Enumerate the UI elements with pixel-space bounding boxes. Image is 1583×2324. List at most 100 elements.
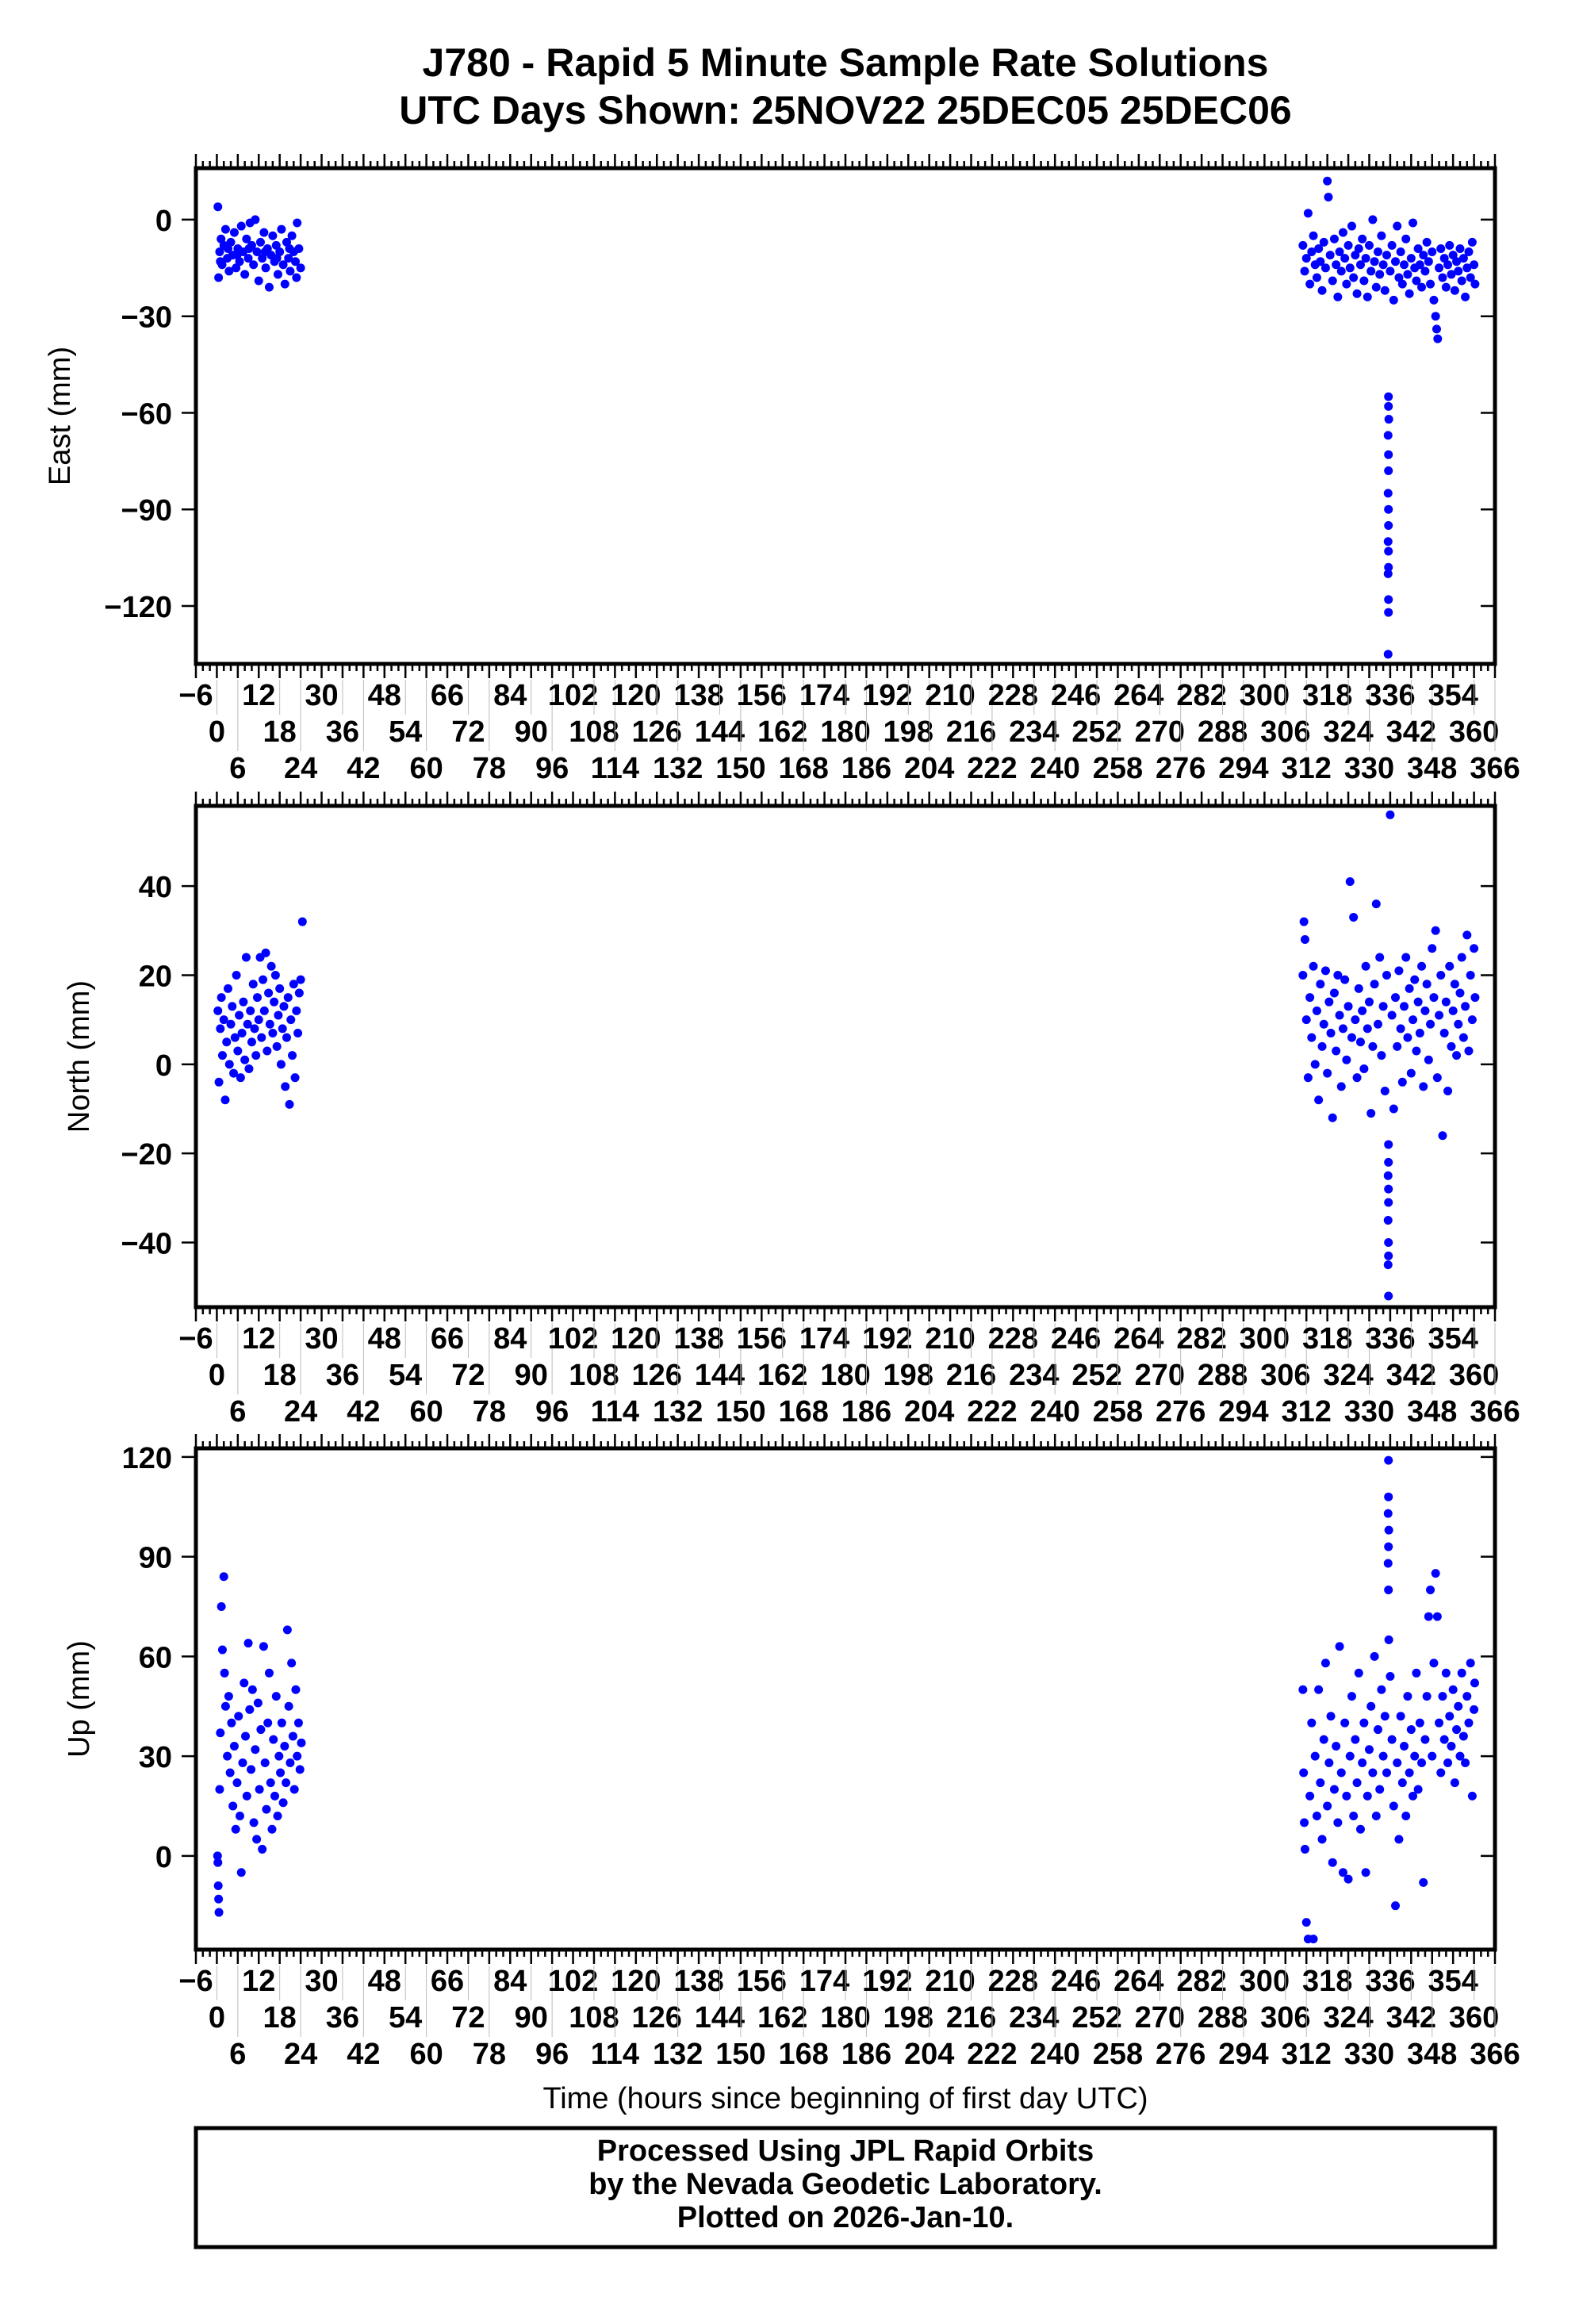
data-point <box>293 1029 303 1038</box>
x-tick-label: 150 <box>715 2038 765 2071</box>
data-point <box>1368 1041 1378 1051</box>
panels: −606121824303642485460667278849096102108… <box>44 154 1520 2115</box>
data-point <box>1323 176 1332 186</box>
data-point <box>1383 1509 1393 1518</box>
x-tick-label: 270 <box>1135 715 1185 749</box>
data-point <box>1316 980 1325 989</box>
data-point <box>247 1685 257 1694</box>
data-point <box>285 244 294 253</box>
data-point <box>1410 1751 1420 1761</box>
data-point <box>1326 1712 1336 1721</box>
data-point <box>1436 970 1446 980</box>
data-point <box>1352 1778 1362 1788</box>
data-point <box>235 1011 244 1020</box>
data-point <box>255 237 265 247</box>
data-point <box>1309 961 1318 971</box>
data-point <box>1343 1002 1353 1011</box>
data-point <box>1393 221 1402 231</box>
data-point <box>1320 1659 1330 1668</box>
x-tick-label: 0 <box>209 1359 225 1392</box>
data-point <box>1361 1868 1370 1877</box>
data-point <box>1384 1140 1393 1149</box>
data-point <box>232 263 241 273</box>
data-point <box>1405 984 1414 993</box>
data-point <box>1338 1868 1347 1877</box>
data-point <box>289 1785 299 1794</box>
x-tick-label: 246 <box>1051 1322 1101 1356</box>
data-point <box>1455 988 1465 998</box>
x-tick-label: 24 <box>284 752 317 785</box>
data-point <box>214 1908 224 1917</box>
data-point <box>1347 1033 1356 1042</box>
data-point <box>1448 251 1458 260</box>
x-tick-label: 162 <box>757 1359 807 1392</box>
data-point <box>1351 1735 1360 1744</box>
x-tick-label: 252 <box>1071 2001 1121 2034</box>
data-point <box>236 1868 246 1877</box>
data-point <box>1412 1668 1421 1678</box>
y-tick-label: −20 <box>121 1138 172 1172</box>
data-point <box>1384 520 1393 530</box>
data-point <box>232 970 241 980</box>
x-tick-label: 132 <box>653 752 703 785</box>
x-tick-label: 0 <box>209 715 225 749</box>
x-tick-label: 198 <box>883 1359 933 1392</box>
data-point <box>1403 1692 1412 1701</box>
x-tick-label: 66 <box>431 1965 464 1998</box>
data-point <box>1420 267 1430 276</box>
data-point <box>1370 980 1379 989</box>
data-point <box>1340 975 1350 984</box>
data-point <box>1298 970 1308 980</box>
data-point <box>254 1015 263 1025</box>
data-point <box>1405 1768 1414 1778</box>
data-point <box>1355 1037 1365 1047</box>
x-tick-label: 366 <box>1470 752 1520 785</box>
x-tick-label: 282 <box>1176 679 1226 712</box>
x-tick-label: 264 <box>1113 679 1163 712</box>
data-point <box>232 251 242 260</box>
data-point <box>1406 1068 1416 1078</box>
x-tick-label: 366 <box>1470 2038 1520 2071</box>
data-point <box>1401 1812 1411 1821</box>
y-tick-label: −30 <box>121 301 172 335</box>
data-point <box>264 988 274 998</box>
data-point <box>244 1064 254 1073</box>
x-tick-label: 198 <box>883 715 933 749</box>
plot-frame <box>194 166 1497 666</box>
y-tick-label: −40 <box>121 1228 172 1261</box>
data-point <box>1336 1768 1346 1778</box>
data-point <box>214 1894 224 1904</box>
data-point <box>1445 961 1455 971</box>
x-tick-label: 84 <box>493 1965 527 1998</box>
data-point <box>1355 1824 1365 1834</box>
data-point <box>275 984 285 993</box>
data-point <box>1422 980 1432 989</box>
data-point <box>1443 1758 1453 1767</box>
data-point <box>1464 1718 1474 1728</box>
x-tick-label: 42 <box>347 1395 380 1429</box>
data-point <box>1383 537 1393 546</box>
data-point <box>264 1668 274 1678</box>
data-point <box>1333 970 1343 980</box>
data-point <box>1454 1701 1463 1711</box>
x-tick-label: 174 <box>799 679 849 712</box>
data-point <box>1347 221 1356 231</box>
data-point <box>1457 953 1466 962</box>
data-point <box>1300 267 1309 276</box>
data-point <box>1400 1002 1409 1011</box>
data-point <box>255 1785 264 1794</box>
data-point <box>247 1765 256 1774</box>
data-point <box>1447 270 1456 279</box>
x-tick-label: 96 <box>535 752 569 785</box>
x-tick-label: 138 <box>673 1322 723 1356</box>
x-tick-label: 282 <box>1176 1322 1226 1356</box>
data-point <box>1359 1718 1369 1728</box>
x-tick-label: 6 <box>229 752 246 785</box>
data-point <box>293 1718 303 1728</box>
data-point <box>1470 1705 1479 1714</box>
x-tick-label: 276 <box>1156 1395 1205 1429</box>
data-point <box>216 257 225 267</box>
data-point <box>252 247 262 257</box>
data-point <box>1441 997 1451 1007</box>
x-tick-label: 222 <box>967 1395 1017 1429</box>
